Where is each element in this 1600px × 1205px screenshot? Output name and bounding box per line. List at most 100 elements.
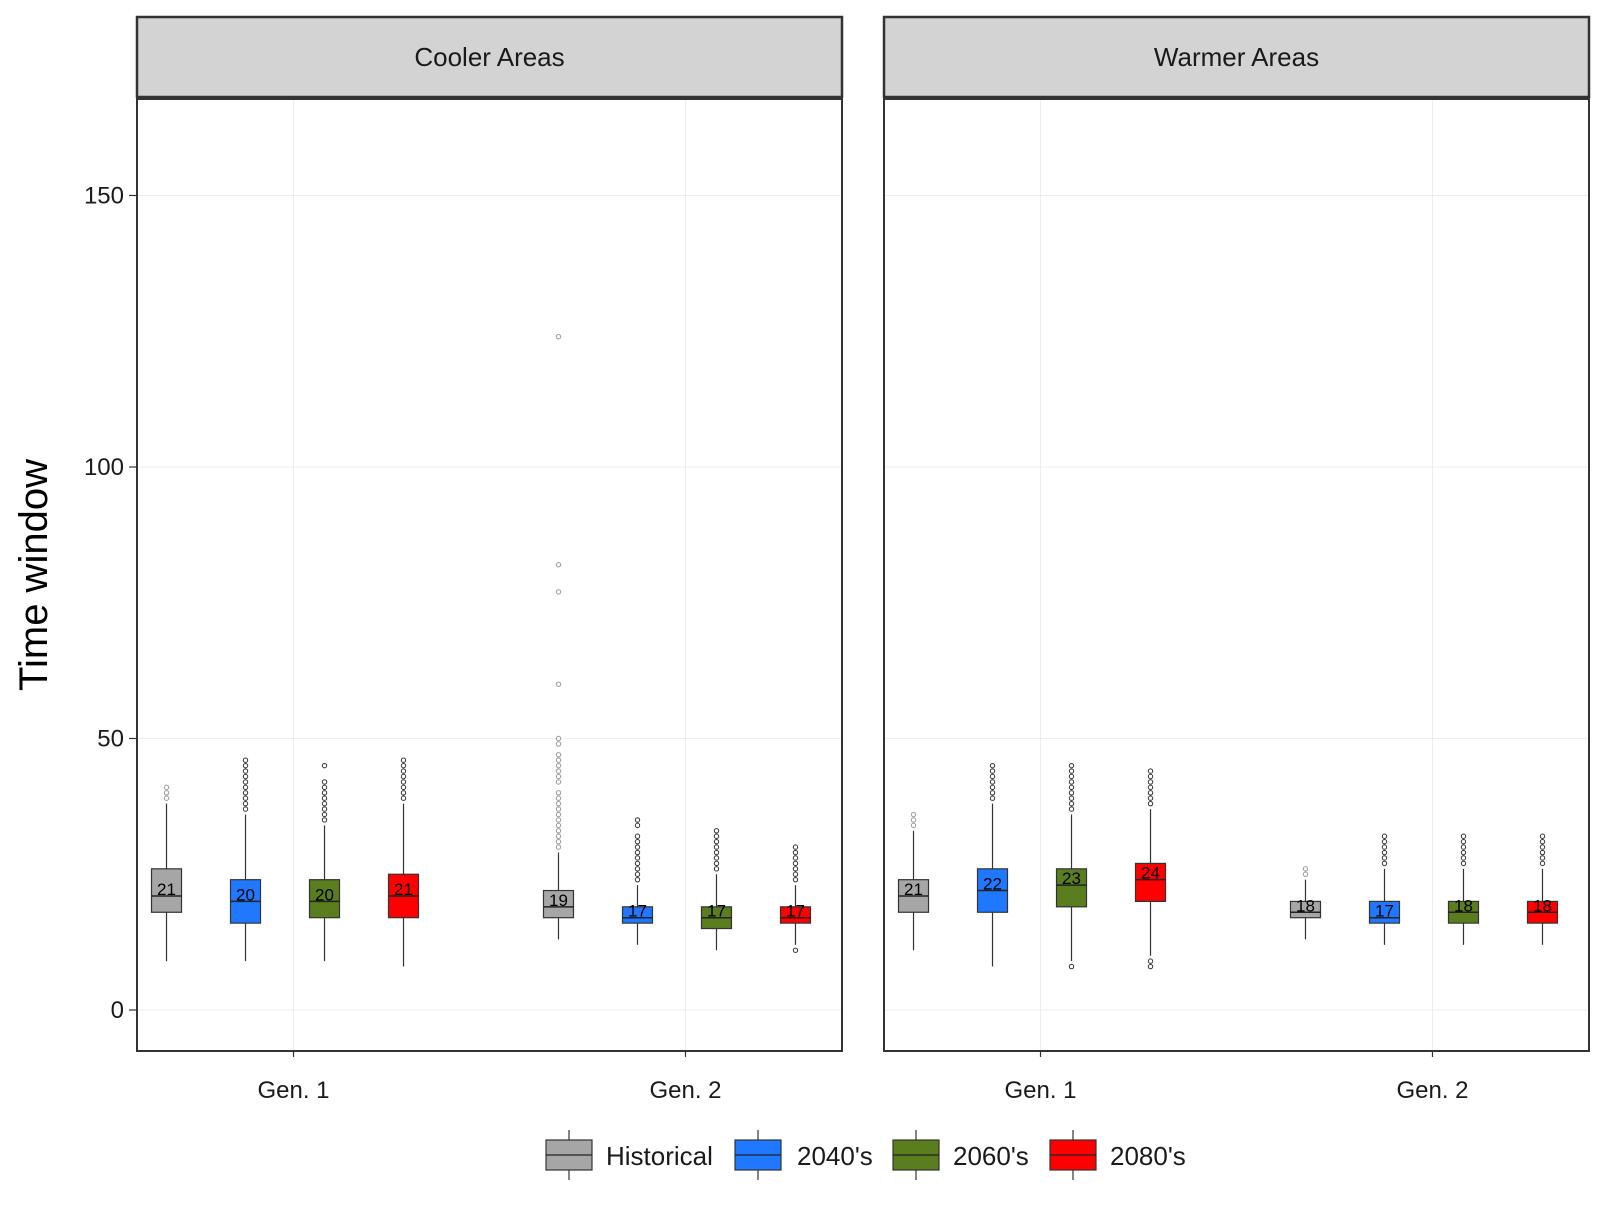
outlier-point <box>555 735 562 742</box>
outlier-point <box>242 757 249 763</box>
outlier-point <box>321 779 328 785</box>
y-tick-label: 150 <box>84 183 124 210</box>
outlier-point <box>713 860 720 867</box>
x-tick-label: Gen. 2 <box>1396 1077 1468 1104</box>
outlier-point <box>555 806 562 812</box>
outlier-point <box>242 800 249 807</box>
outlier-point <box>634 817 641 823</box>
box <box>1289 900 1322 919</box>
outlier-point <box>634 822 641 829</box>
outlier-point <box>989 790 996 796</box>
outlier-point <box>1539 838 1546 845</box>
outlier-point <box>989 784 996 791</box>
box <box>150 868 183 913</box>
boxplot-2080s: 21 <box>387 757 420 967</box>
outlier-point <box>555 681 562 687</box>
outlier-point <box>555 757 562 763</box>
legend-item: 2080's <box>1049 1130 1186 1180</box>
median-label: 23 <box>1062 869 1081 888</box>
x-tick-label: Gen. 1 <box>1004 1077 1076 1104</box>
box <box>308 879 341 919</box>
outlier-point <box>1381 838 1388 845</box>
outlier-point <box>1381 833 1388 839</box>
panel-border <box>136 98 843 1052</box>
boxplot-2060s: 23 <box>1055 762 1088 970</box>
outlier-point <box>910 811 917 818</box>
outlier-point <box>242 784 249 791</box>
outlier-point <box>713 833 720 839</box>
median-label: 21 <box>157 880 176 899</box>
outlier-point <box>634 866 641 872</box>
outlier-point <box>555 795 562 801</box>
outlier-point <box>1068 963 1075 970</box>
median-label: 17 <box>1375 902 1394 921</box>
box <box>1134 862 1167 903</box>
outlier-point <box>1539 833 1546 839</box>
outlier-point <box>400 773 407 780</box>
outlier-point <box>713 866 720 872</box>
box <box>779 906 812 924</box>
box <box>542 889 575 919</box>
box <box>1055 868 1088 908</box>
outlier-point <box>555 838 562 845</box>
outlier-point <box>634 849 641 856</box>
outlier-point <box>1147 773 1154 780</box>
outlier-point <box>713 838 720 845</box>
outlier-point <box>1539 844 1546 850</box>
outlier-point <box>321 806 328 812</box>
outlier-point <box>989 779 996 785</box>
outlier-point <box>400 768 407 774</box>
boxplot-historical: 18 <box>1289 866 1322 940</box>
outlier-point <box>1381 849 1388 856</box>
outlier-point <box>713 855 720 861</box>
outlier-point <box>713 849 720 856</box>
outlier-point <box>989 773 996 780</box>
legend-label: 2080's <box>1110 1141 1186 1171</box>
outlier-point <box>634 833 641 839</box>
outlier-point <box>1068 800 1075 807</box>
outlier-point <box>634 860 641 867</box>
outlier-point <box>634 855 641 861</box>
y-tick-label: 100 <box>84 454 124 481</box>
x-tick-label: Gen. 2 <box>649 1077 721 1104</box>
y-tick-label: 0 <box>111 997 124 1024</box>
legend-item: 2060's <box>892 1130 1029 1180</box>
median-label: 24 <box>1141 864 1160 883</box>
outlier-point <box>242 795 249 801</box>
median-label: 17 <box>786 902 805 921</box>
outlier-point <box>555 790 562 796</box>
outlier-point <box>555 833 562 839</box>
outlier-point <box>1068 779 1075 785</box>
outlier-point <box>713 828 720 834</box>
outlier-point <box>242 762 249 769</box>
outlier-point <box>555 752 562 758</box>
outlier-point <box>713 844 720 850</box>
outlier-point <box>1068 806 1075 812</box>
outlier-point <box>555 844 562 850</box>
outlier-point <box>321 795 328 801</box>
legend-label: Historical <box>606 1141 713 1171</box>
outlier-point <box>1068 784 1075 791</box>
outlier-point <box>242 768 249 774</box>
outlier-point <box>792 871 799 877</box>
outlier-point <box>1068 773 1075 780</box>
median-label: 20 <box>315 885 334 904</box>
median-label: 18 <box>1533 896 1552 915</box>
outlier-point <box>400 790 407 796</box>
outlier-point <box>555 768 562 774</box>
outlier-point <box>634 844 641 850</box>
box <box>621 906 654 924</box>
outlier-point <box>1147 963 1154 970</box>
outlier-point <box>792 947 799 953</box>
outlier-point <box>555 828 562 834</box>
panel-title: Cooler Areas <box>414 42 564 72</box>
panel-border <box>883 98 1590 1052</box>
boxplot-2060s: 17 <box>700 828 733 951</box>
legend-label: 2060's <box>953 1141 1029 1171</box>
outlier-point <box>1068 790 1075 796</box>
outlier-point <box>555 811 562 818</box>
outlier-point <box>1147 800 1154 807</box>
boxplot-2060s: 20 <box>308 762 341 962</box>
outlier-point <box>989 762 996 769</box>
